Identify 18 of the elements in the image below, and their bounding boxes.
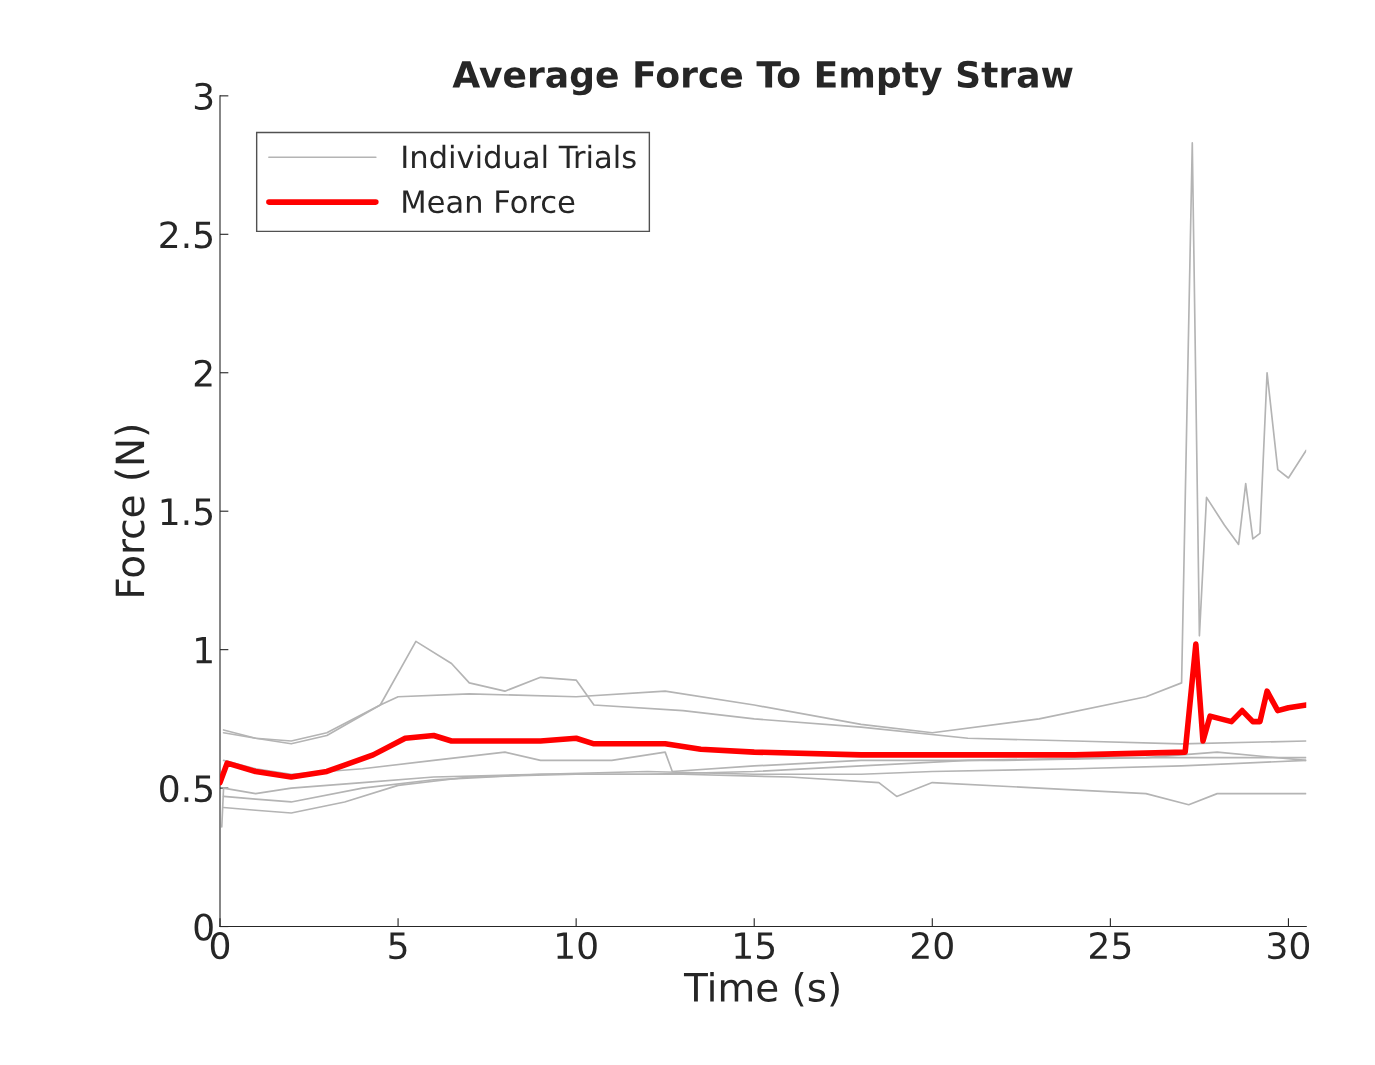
x-tick-label: 10	[557, 932, 597, 960]
x-tick-label: 25	[1090, 932, 1131, 960]
legend-label: Mean Force	[403, 190, 575, 214]
y-tick-label: 2.5	[160, 221, 212, 249]
chart-title: Average Force To Empty Straw	[452, 60, 1073, 96]
y-tick-label: 0.5	[160, 775, 212, 803]
x-tick-label: 15	[735, 932, 775, 960]
legend-label: Individual Trials	[403, 144, 636, 169]
y-tick-label: 2	[194, 359, 212, 387]
x-axis-title: Time (s)	[683, 971, 839, 1007]
y-tick-label: 1	[196, 637, 212, 664]
x-tick-label: 20	[911, 932, 953, 960]
y-axis-title: Force (N)	[114, 426, 150, 596]
y-tick-label: 0	[194, 913, 213, 941]
x-tick-label: 30	[1268, 932, 1310, 960]
y-tick-label: 1.5	[161, 498, 212, 526]
x-tick-label: 5	[389, 932, 407, 960]
y-tick-label: 3	[194, 82, 213, 111]
